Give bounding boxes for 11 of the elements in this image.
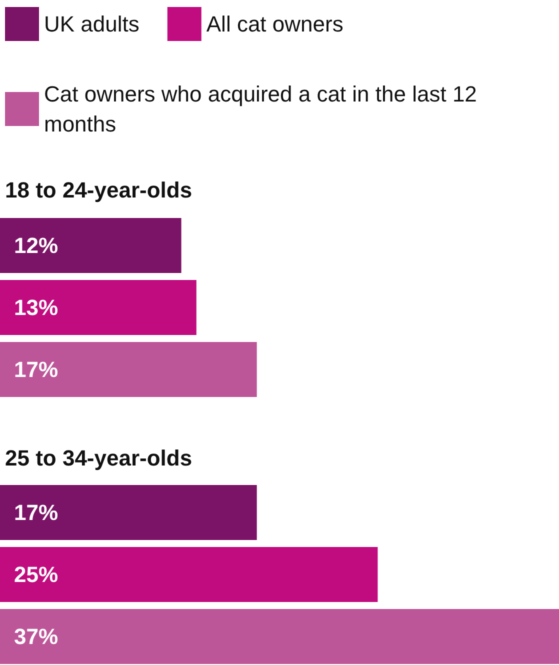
legend-label: UK adults — [44, 12, 140, 36]
data-label: 37% — [14, 624, 58, 649]
legend-label: All cat owners — [206, 12, 344, 36]
y-tick-label: 18 to 24-year-olds — [5, 178, 192, 202]
y-tick-label: 25 to 34-year-olds — [5, 446, 192, 470]
data-label: 12% — [14, 233, 58, 258]
data-label: 17% — [14, 356, 58, 382]
data-label: 25% — [14, 562, 58, 587]
data-label: 13% — [14, 295, 58, 320]
legend-label: Cat owners who acquired a cat in the last 12 months — [44, 82, 484, 136]
data-label: 17% — [14, 500, 58, 526]
